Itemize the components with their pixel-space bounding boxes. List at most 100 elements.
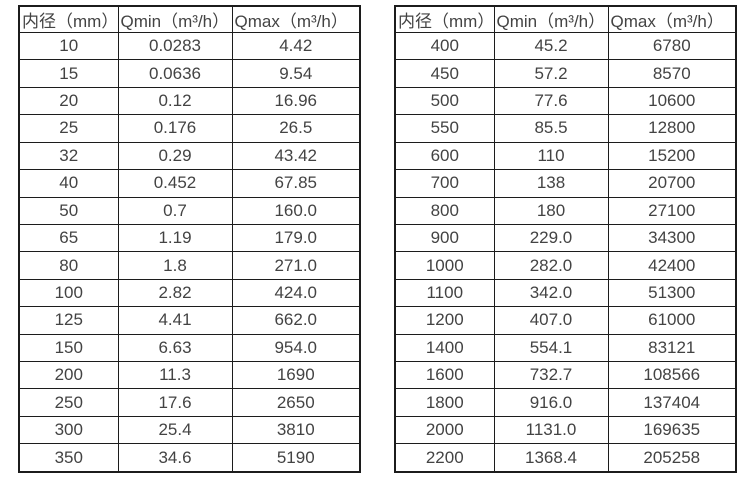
table-row: 600 110 15200 [394, 141, 737, 171]
qmin-cell: 732.7 [493, 361, 609, 390]
table-row: 50 0.7 160.0 [18, 196, 361, 225]
table-row: 2000 1131.0 169635 [394, 415, 737, 445]
qmax-header: Qmax（m³/h） [231, 5, 361, 33]
qmax-cell: 1690 [231, 361, 361, 390]
qmax-cell: 43.42 [231, 141, 361, 171]
table-row: 65 1.19 179.0 [18, 223, 361, 253]
diameter-cell: 80 [18, 251, 119, 280]
header-row: 内径（mm） Qmin（m³/h） Qmax（m³/h） [18, 5, 361, 33]
qmin-cell: 0.29 [117, 141, 233, 171]
qmin-cell: 0.7 [117, 196, 233, 225]
header-row: 内径（mm） Qmin（m³/h） Qmax（m³/h） [394, 5, 737, 33]
qmin-cell: 0.12 [117, 86, 233, 116]
table-row: 100 2.82 424.0 [18, 278, 361, 308]
table-row: 350 34.6 5190 [18, 443, 361, 473]
table-row: 10 0.0283 4.42 [18, 31, 361, 61]
qmax-cell: 271.0 [231, 251, 361, 280]
diameter-cell: 10 [18, 31, 119, 61]
qmax-cell: 4.42 [231, 31, 361, 61]
qmax-cell: 10600 [607, 86, 737, 116]
qmax-cell: 5190 [231, 443, 361, 473]
diameter-cell: 550 [394, 114, 495, 143]
qmin-cell: 77.6 [493, 86, 609, 116]
qmax-cell: 9.54 [231, 59, 361, 88]
table-body: 10 0.0283 4.42 15 0.0636 9.54 20 0.12 16.96 25 0.1… [18, 31, 361, 473]
diameter-cell: 1200 [394, 306, 495, 335]
qmin-header: Qmin（m³/h） [493, 5, 609, 33]
qmax-cell: 42400 [607, 251, 737, 280]
qmin-cell: 138 [493, 169, 609, 198]
qmin-cell: 1.8 [117, 251, 233, 280]
diameter-cell: 125 [18, 306, 119, 335]
table-row: 900 229.0 34300 [394, 223, 737, 253]
table-row: 15 0.0636 9.54 [18, 59, 361, 88]
table-row: 1400 554.1 83121 [394, 333, 737, 363]
diameter-cell: 350 [18, 443, 119, 473]
qmax-cell: 51300 [607, 278, 737, 308]
qmin-cell: 180 [493, 196, 609, 225]
qmax-cell: 16.96 [231, 86, 361, 116]
table-row: 40 0.452 67.85 [18, 169, 361, 198]
qmin-cell: 17.6 [117, 388, 233, 417]
qmax-cell: 424.0 [231, 278, 361, 308]
qmin-cell: 4.41 [117, 306, 233, 335]
diameter-cell: 600 [394, 141, 495, 171]
qmin-cell: 0.0636 [117, 59, 233, 88]
table-row: 150 6.63 954.0 [18, 333, 361, 363]
diameter-cell: 800 [394, 196, 495, 225]
qmax-cell: 205258 [607, 443, 737, 473]
diameter-cell: 150 [18, 333, 119, 363]
diameter-cell: 700 [394, 169, 495, 198]
table-body: 400 45.2 6780 450 57.2 8570 500 77.6 10600 550 85.… [394, 31, 737, 473]
flow-table-2: 内径（mm） Qmin（m³/h） Qmax（m³/h） 400 45.2 6780… [394, 5, 737, 473]
table-row: 300 25.4 3810 [18, 415, 361, 445]
table-row: 400 45.2 6780 [394, 31, 737, 61]
diameter-cell: 15 [18, 59, 119, 88]
diameter-cell: 1000 [394, 251, 495, 280]
diameter-cell: 100 [18, 278, 119, 308]
qmax-cell: 108566 [607, 361, 737, 390]
qmin-cell: 342.0 [493, 278, 609, 308]
qmax-cell: 137404 [607, 388, 737, 417]
diameter-cell: 200 [18, 361, 119, 390]
qmax-cell: 83121 [607, 333, 737, 363]
qmin-cell: 1368.4 [493, 443, 609, 473]
diameter-cell: 32 [18, 141, 119, 171]
qmin-cell: 6.63 [117, 333, 233, 363]
table-row: 1200 407.0 61000 [394, 306, 737, 335]
diameter-cell: 2000 [394, 415, 495, 445]
qmax-cell: 8570 [607, 59, 737, 88]
table-row: 800 180 27100 [394, 196, 737, 225]
qmax-cell: 954.0 [231, 333, 361, 363]
diameter-header: 内径（mm） [18, 5, 119, 33]
table-row: 1800 916.0 137404 [394, 388, 737, 417]
qmin-cell: 57.2 [493, 59, 609, 88]
diameter-cell: 400 [394, 31, 495, 61]
qmin-cell: 34.6 [117, 443, 233, 473]
diameter-cell: 1400 [394, 333, 495, 363]
diameter-cell: 300 [18, 415, 119, 445]
table-row: 1000 282.0 42400 [394, 251, 737, 280]
diameter-cell: 65 [18, 223, 119, 253]
table-row: 20 0.12 16.96 [18, 86, 361, 116]
qmax-cell: 34300 [607, 223, 737, 253]
diameter-cell: 20 [18, 86, 119, 116]
qmax-cell: 27100 [607, 196, 737, 225]
qmin-cell: 0.452 [117, 169, 233, 198]
diameter-cell: 50 [18, 196, 119, 225]
qmin-cell: 85.5 [493, 114, 609, 143]
diameter-header: 内径（mm） [394, 5, 495, 33]
qmax-cell: 169635 [607, 415, 737, 445]
qmin-cell: 0.176 [117, 114, 233, 143]
flow-rate-tables: 内径（mm） Qmin（m³/h） Qmax（m³/h） 10 0.0283 4.4… [18, 5, 737, 473]
diameter-cell: 900 [394, 223, 495, 253]
table-row: 80 1.8 271.0 [18, 251, 361, 280]
qmax-cell: 26.5 [231, 114, 361, 143]
qmin-cell: 407.0 [493, 306, 609, 335]
table-row: 125 4.41 662.0 [18, 306, 361, 335]
qmin-cell: 45.2 [493, 31, 609, 61]
qmin-cell: 11.3 [117, 361, 233, 390]
diameter-cell: 25 [18, 114, 119, 143]
table-row: 700 138 20700 [394, 169, 737, 198]
qmin-cell: 229.0 [493, 223, 609, 253]
